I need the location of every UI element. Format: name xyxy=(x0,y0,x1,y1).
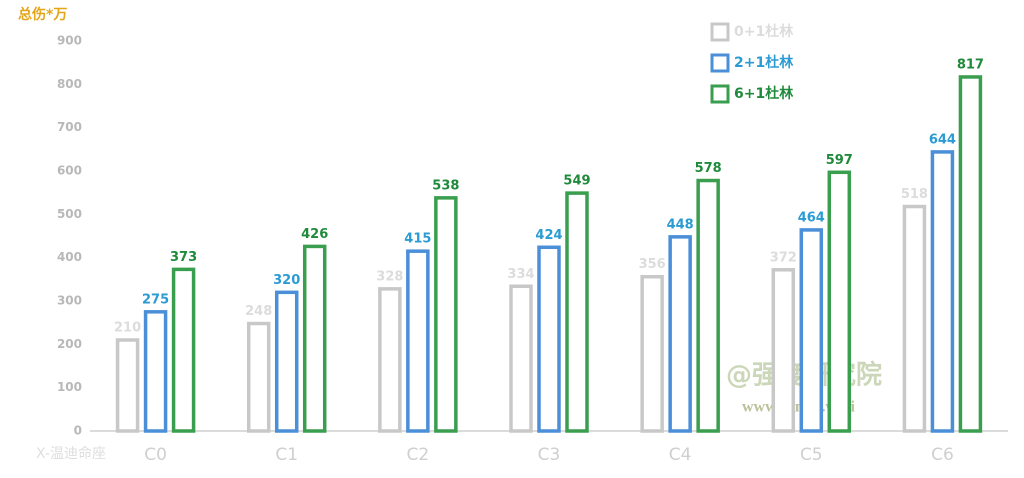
y-tick-label: 800 xyxy=(57,77,82,91)
value-label: 248 xyxy=(245,304,272,319)
bar xyxy=(640,274,664,433)
x-tick-label: C1 xyxy=(275,445,298,465)
y-tick-label: 600 xyxy=(57,164,82,178)
y-tick-label: 700 xyxy=(57,120,82,134)
value-label: 356 xyxy=(639,257,666,272)
y-tick-label: 500 xyxy=(57,207,82,221)
bar xyxy=(509,284,533,433)
x-tick-label: C0 xyxy=(144,445,167,465)
bar xyxy=(902,204,927,433)
bar xyxy=(930,150,955,433)
bar xyxy=(958,75,983,433)
bar xyxy=(246,321,271,433)
y-tick-label: 100 xyxy=(57,380,82,394)
value-label: 424 xyxy=(535,228,562,243)
legend-swatch xyxy=(710,53,730,73)
x-tick-label: C3 xyxy=(538,445,561,465)
bar xyxy=(115,338,140,433)
bar xyxy=(799,228,824,433)
y-tick-label: 300 xyxy=(57,294,82,308)
value-label: 328 xyxy=(376,269,403,284)
value-label: 210 xyxy=(114,321,141,336)
bar xyxy=(827,170,852,433)
bar xyxy=(143,310,168,433)
bar xyxy=(696,178,720,433)
value-label: 415 xyxy=(404,232,431,247)
y-tick-label: 200 xyxy=(57,337,82,351)
value-label: 538 xyxy=(432,178,459,193)
x-tick-label: C2 xyxy=(407,445,430,465)
bar xyxy=(171,267,196,433)
x-axis-title: X-温迪命座 xyxy=(36,445,106,462)
bar xyxy=(378,287,402,433)
value-label: 817 xyxy=(957,57,984,72)
value-label: 644 xyxy=(929,132,956,147)
x-tick-label: C5 xyxy=(800,445,823,465)
value-label: 464 xyxy=(798,210,825,225)
y-tick-label: 400 xyxy=(57,250,82,264)
value-label: 578 xyxy=(695,161,722,176)
legend-label: 2+1杜林 xyxy=(734,54,793,71)
x-tick-label: C4 xyxy=(669,445,692,465)
y-tick-label: 0 xyxy=(74,424,82,438)
bar xyxy=(771,268,796,433)
bar xyxy=(406,249,430,433)
value-label: 320 xyxy=(273,273,300,288)
bar xyxy=(302,244,327,433)
legend-label: 0+1杜林 xyxy=(734,23,793,40)
watermark-url: www.gensri.wiki xyxy=(742,399,855,416)
value-label: 373 xyxy=(170,250,197,265)
value-label: 597 xyxy=(826,153,853,168)
y-axis-title: 总伤*万 xyxy=(18,6,67,23)
y-tick-label: 900 xyxy=(57,34,82,48)
bar xyxy=(537,245,561,433)
bar xyxy=(668,235,692,433)
bar xyxy=(274,290,299,433)
legend-swatch xyxy=(710,84,730,104)
value-label: 448 xyxy=(667,217,694,232)
value-label: 518 xyxy=(901,187,928,202)
bar xyxy=(565,191,589,433)
value-label: 275 xyxy=(142,292,169,307)
value-label: 372 xyxy=(770,250,797,265)
legend-label: 6+1杜林 xyxy=(734,85,793,102)
bar xyxy=(434,196,458,433)
legend-swatch xyxy=(710,22,730,42)
value-label: 549 xyxy=(563,174,590,189)
x-tick-label: C6 xyxy=(931,445,954,465)
value-label: 426 xyxy=(301,227,328,242)
value-label: 334 xyxy=(507,267,534,282)
